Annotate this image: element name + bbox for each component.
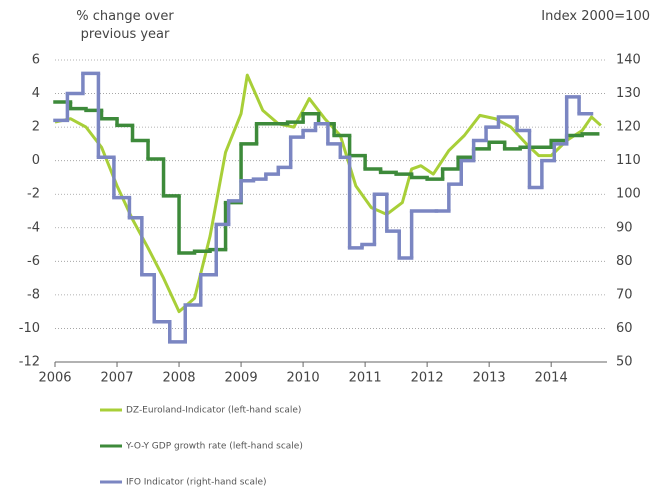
- x-tick-label: 2007: [100, 371, 133, 386]
- y2-tick-label: 80: [616, 254, 633, 269]
- x-tick-label: 2012: [411, 371, 444, 386]
- y-tick-label: 0: [32, 153, 40, 168]
- y-tick-label: 2: [32, 120, 40, 135]
- x-tick-label: 2014: [535, 371, 568, 386]
- y2-tick-label: 120: [616, 120, 641, 135]
- x-tick-label: 2011: [349, 371, 382, 386]
- y2-tick-label: 130: [616, 86, 641, 101]
- y2-tick-label: 70: [616, 287, 633, 302]
- x-tick-label: 2008: [162, 371, 195, 386]
- y-tick-label: 4: [32, 86, 40, 101]
- legend-label: Y-O-Y GDP growth rate (left-hand scale): [125, 442, 303, 452]
- y-tick-label: -10: [19, 321, 40, 336]
- y2-tick-label: 90: [616, 220, 633, 235]
- x-tick-label: 2009: [225, 371, 258, 386]
- data-line: [54, 73, 602, 314]
- y-axis-label: % change over previous year: [76, 9, 174, 42]
- y2-tick-label: 60: [616, 321, 633, 336]
- x-tick-label: 2010: [287, 371, 320, 386]
- y2-axis-label: Index 2000=100: [541, 9, 650, 24]
- y2-tick-label: 50: [616, 355, 633, 370]
- y2-tick-label: 110: [616, 153, 641, 168]
- y-tick-label: -12: [19, 355, 40, 370]
- legend-label: DZ-Euroland-Indicator (left-hand scale): [126, 406, 301, 416]
- y-tick-label: -2: [27, 187, 40, 202]
- x-tick-label: 2006: [38, 371, 71, 386]
- y-tick-label: 6: [32, 53, 40, 68]
- legend-label: IFO Indicator (right-hand scale): [126, 478, 267, 488]
- y-tick-label: -4: [27, 220, 40, 235]
- y2-tick-label: 140: [616, 53, 641, 68]
- y-tick-label: -8: [27, 287, 40, 302]
- y-tick-label: -6: [27, 254, 40, 269]
- y2-tick-label: 100: [616, 187, 641, 202]
- x-tick-label: 2013: [473, 371, 506, 386]
